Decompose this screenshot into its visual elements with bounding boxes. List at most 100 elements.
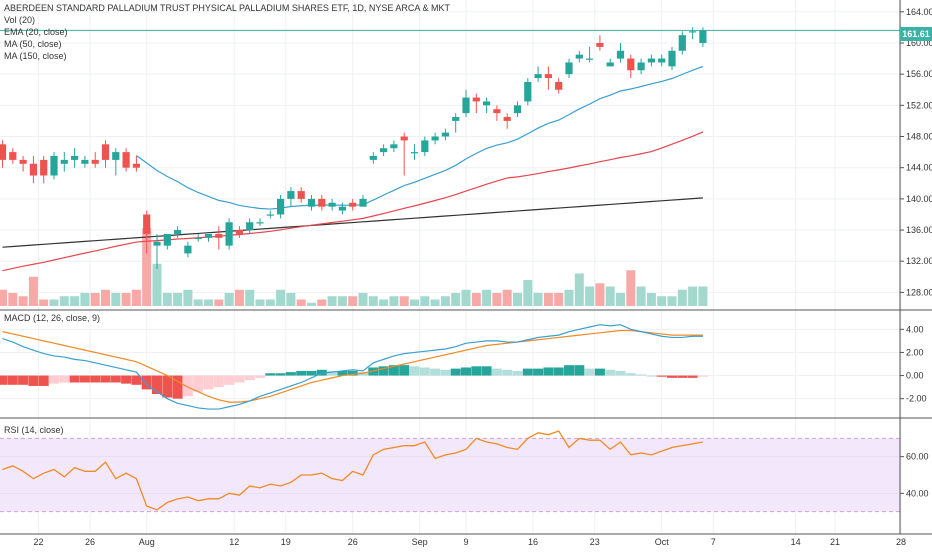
volume-bars [0,228,708,306]
volume-bar [255,299,265,306]
candle-body [462,97,470,114]
macd-histogram-bar [574,365,585,376]
candle-body [318,198,326,207]
macd-histogram-bar [131,375,142,385]
macd-histogram-bar [79,375,90,383]
price-tick-label: 136.00 [906,225,932,235]
candle-body [307,198,316,207]
volume-bar [18,296,28,306]
macd-histogram-bar [224,375,235,385]
rsi-tick-label: 60.00 [906,452,929,462]
macd-histogram-bar [553,367,564,376]
volume-bar [90,293,100,306]
macd-histogram-bar [430,368,441,376]
candle-body [668,50,676,67]
price-tick-label: 148.00 [906,132,932,142]
candle-body [689,31,697,33]
macd-histogram-bar [450,368,461,376]
macd-histogram-bar [636,374,647,376]
macd-histogram-bar [172,375,183,399]
volume-bar [173,293,183,306]
price-tick-label: 160.00 [906,38,932,48]
candle-body [266,214,274,216]
volume-bar [574,273,584,306]
price-tick-label: 152.00 [906,100,932,110]
macd-histogram-bar [0,375,8,385]
volume-bar [327,296,337,306]
volume-bar [276,289,286,306]
candle-body [0,144,7,160]
macd-histogram-bar [90,375,101,383]
macd-histogram-bar [677,375,688,378]
macd-histogram-bar [419,367,430,376]
candle-body [29,163,37,176]
ema20-line [136,65,704,210]
volume-bar [420,296,430,306]
macd-histogram-bar [347,370,358,376]
candle-body [555,81,563,90]
rsi-band-fill [0,438,900,512]
candle-body [287,191,295,199]
volume-bar [121,293,131,306]
volume-bar [502,289,512,306]
candle-body [246,222,254,231]
candle-body [225,222,233,246]
volume-bar [513,293,522,306]
volume-bar [183,289,193,306]
candle-body [596,42,604,47]
panel-separators [0,0,932,535]
macd-histogram-bar [687,375,698,378]
volume-bar [379,299,389,306]
price-axis[interactable]: 128.00 132.00 136.00 140.00 144.00 148.00 152.… [900,7,932,499]
macd-histogram-bar [327,370,338,376]
macd-label[interactable]: MACD (12, 26, close, 9) [4,313,100,323]
candle-body [359,198,367,207]
macd-histogram-bar [481,366,492,376]
candle-body [112,152,120,160]
candle-body [101,144,110,160]
volume-bar [399,296,409,306]
macd-line [2,324,703,410]
volume-bar [0,289,7,306]
rsi-label[interactable]: RSI (14, close) [4,425,64,435]
price-tick-label: 128.00 [906,287,932,297]
legend-ema[interactable]: EMA (20, close) [4,27,68,37]
macd-histogram-bar [615,370,626,376]
volume-bar [8,293,18,306]
legend-vol[interactable]: Vol (20) [4,15,35,25]
time-tick-label: 16 [528,537,538,547]
candle-body [452,117,460,121]
volume-bar [214,299,224,306]
price-tick-label: 164.00 [906,7,932,17]
macd-histogram-bar [533,368,544,376]
volume-bar [451,293,461,306]
legend-ma150[interactable]: MA (150, close) [4,51,67,61]
candle-body [544,74,552,79]
volume-bar [296,299,306,306]
candle-body [143,214,151,234]
macd-histogram-bar [69,375,80,383]
macd-histogram-bar [213,375,224,388]
time-axis[interactable]: 22 26 Aug 12 19 26 Sep 9 16 23 Oct 7 14 21 28 [34,537,906,547]
candle-body [606,62,614,67]
candle-body [390,144,398,149]
macd-histogram-bar [152,375,162,395]
macd-histogram-bar [38,375,49,386]
ma50-line [2,131,704,272]
candle-body [472,97,480,102]
volume-bar [461,289,471,306]
volume-bar [358,293,368,306]
macd-histogram-bar [193,375,204,392]
candle-body [174,230,182,234]
legend-ma50[interactable]: MA (50, close) [4,39,62,49]
candle-body [328,202,336,207]
candle-body [163,233,171,246]
candle-body [678,35,686,51]
volume-bar [533,293,543,306]
macd-histogram-bar [378,366,389,376]
candle-body [194,237,202,240]
macd-histogram-bar [646,375,657,377]
candle-body [256,222,264,224]
